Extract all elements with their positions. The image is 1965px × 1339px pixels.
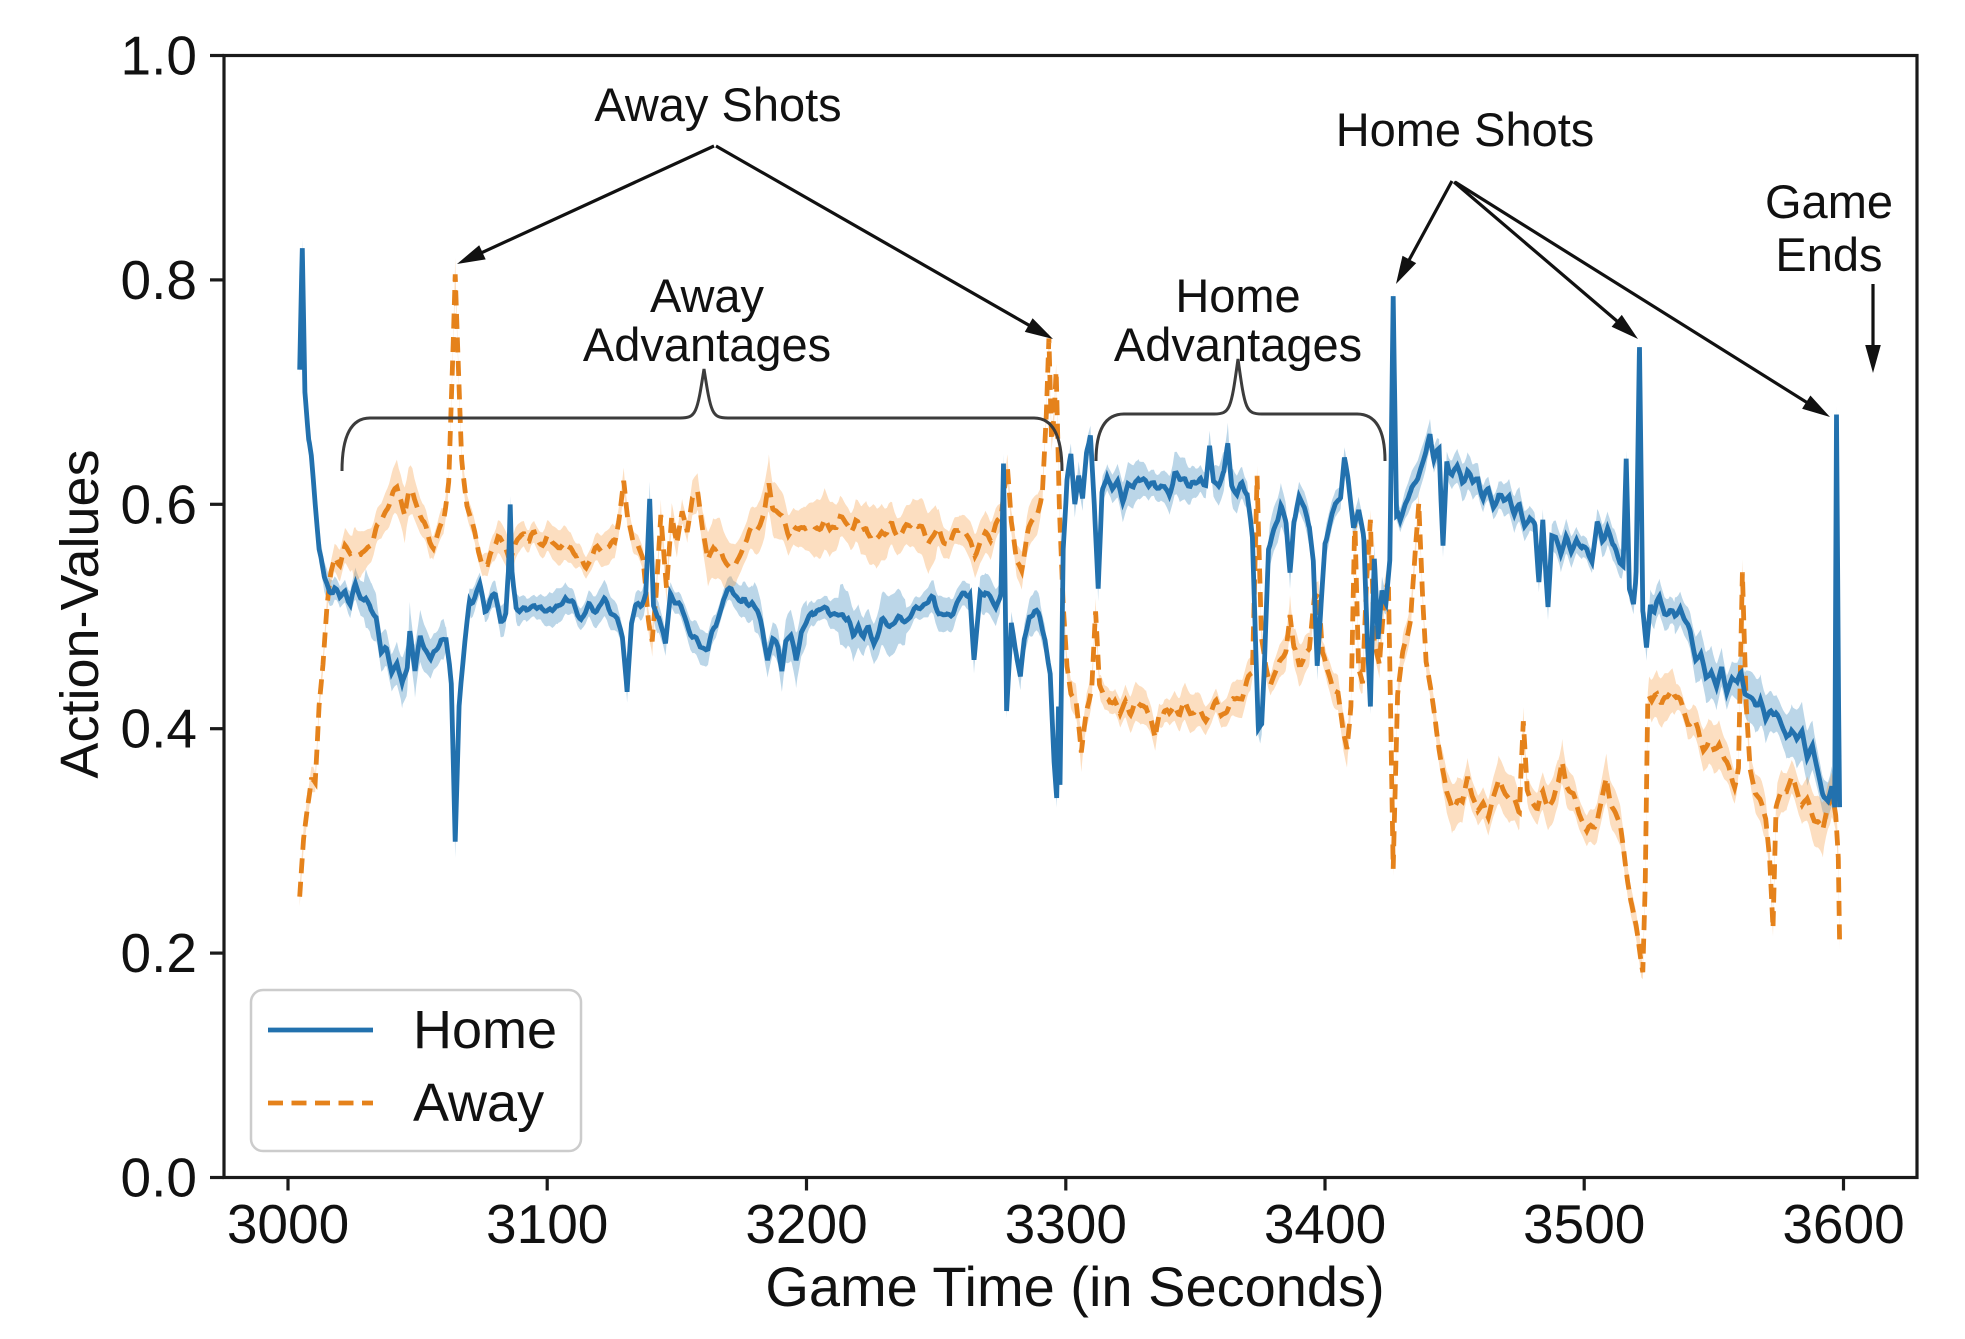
svg-text:Advantages: Advantages	[1114, 318, 1362, 371]
svg-text:3300: 3300	[1005, 1193, 1127, 1255]
svg-text:Action-Values: Action-Values	[50, 449, 110, 778]
svg-text:0.8: 0.8	[121, 249, 197, 311]
svg-text:3200: 3200	[745, 1193, 867, 1255]
svg-text:3400: 3400	[1264, 1193, 1386, 1255]
svg-text:Home: Home	[1175, 269, 1300, 322]
svg-text:3500: 3500	[1523, 1193, 1645, 1255]
svg-text:Ends: Ends	[1775, 228, 1882, 281]
svg-text:Away Shots: Away Shots	[594, 78, 841, 131]
svg-text:3100: 3100	[486, 1193, 608, 1255]
svg-text:1.0: 1.0	[121, 25, 197, 87]
svg-text:0.0: 0.0	[121, 1147, 197, 1209]
svg-text:Game Time (in Seconds): Game Time (in Seconds)	[765, 1255, 1384, 1318]
svg-text:3600: 3600	[1782, 1193, 1904, 1255]
svg-text:3000: 3000	[227, 1193, 349, 1255]
svg-text:Game: Game	[1765, 175, 1893, 228]
svg-text:Away: Away	[650, 269, 765, 322]
svg-text:0.6: 0.6	[121, 473, 197, 535]
svg-text:0.4: 0.4	[121, 698, 197, 760]
svg-text:Away: Away	[413, 1073, 544, 1133]
svg-text:Home Shots: Home Shots	[1336, 103, 1595, 156]
svg-text:Advantages: Advantages	[583, 318, 831, 371]
svg-text:0.2: 0.2	[121, 922, 197, 984]
svg-text:Home: Home	[413, 1000, 557, 1060]
